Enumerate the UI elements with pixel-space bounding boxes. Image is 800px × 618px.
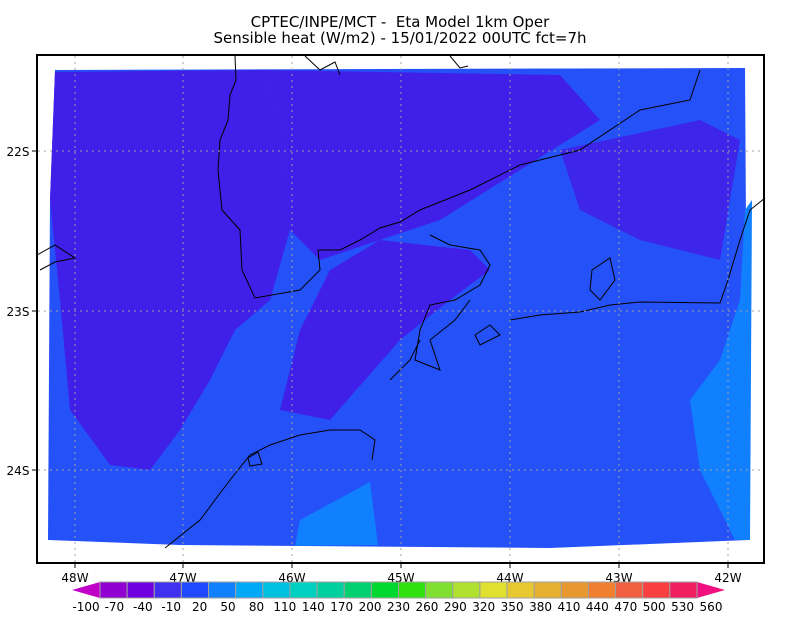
- state-border-2: [414, 234, 491, 371]
- west-coast-fragment: [36, 244, 77, 271]
- colorbar-box: [642, 581, 671, 599]
- colorbar-label: 350: [501, 600, 524, 614]
- bay: [474, 324, 501, 346]
- colorbar-label: 230: [387, 600, 410, 614]
- colorbar-label: -40: [133, 600, 153, 614]
- colorbar-label: 290: [444, 600, 467, 614]
- coastline: [164, 197, 766, 549]
- purple-region-coast: [280, 240, 490, 420]
- colorbar-label: 200: [359, 600, 382, 614]
- colorbar-box: [180, 581, 210, 599]
- colorbar-label: 320: [472, 600, 495, 614]
- colorbar-label: 260: [415, 600, 438, 614]
- colorbar-label: 410: [558, 600, 581, 614]
- colorbar-label: 140: [302, 600, 325, 614]
- colorbar-label: 380: [529, 600, 552, 614]
- colorbar-label: 530: [671, 600, 694, 614]
- colorbar-box: [208, 581, 237, 599]
- colorbar-box: [615, 581, 644, 599]
- field-layer: [48, 68, 752, 548]
- colorbar-box: [153, 581, 182, 599]
- coastline-borders: [36, 55, 766, 549]
- colorbar-box: [425, 581, 454, 599]
- colorbar: -100 -70 -40 -10 20 50 80 110 140 170 200 230 260 290…: [72, 581, 725, 614]
- colorbar-box: [370, 581, 400, 599]
- colorbar-label: 50: [220, 600, 235, 614]
- colorbar-label: -100: [72, 600, 99, 614]
- colorbar-label: -10: [161, 600, 181, 614]
- colorbar-label: 80: [249, 600, 264, 614]
- gridlines: [38, 56, 763, 562]
- colorbar-box: [398, 581, 427, 599]
- north-fragments: [304, 55, 469, 76]
- colorbar-box: [669, 581, 698, 599]
- colorbar-label: 170: [330, 600, 353, 614]
- colorbar-label: 470: [614, 600, 637, 614]
- colorbar-box: [289, 581, 318, 599]
- island: [247, 451, 263, 467]
- colorbar-box: [479, 581, 508, 599]
- lightblue-region-east: [690, 200, 752, 540]
- latitude-labels: 22S 23S 24S: [7, 145, 37, 478]
- colorbar-box: [262, 581, 291, 599]
- lagoon: [589, 257, 616, 301]
- lightblue-region-south: [295, 482, 378, 546]
- purple-region-north: [262, 70, 600, 260]
- colorbar-label: 440: [586, 600, 609, 614]
- colorbar-box: [533, 581, 562, 599]
- colorbar-box: [99, 581, 128, 599]
- lat-label: 22S: [7, 145, 30, 159]
- colorbar-low-triangle: [72, 582, 100, 598]
- colorbar-label: 20: [192, 600, 207, 614]
- colorbar-box: [452, 581, 481, 599]
- colorbar-box: [316, 581, 345, 599]
- colorbar-label: 560: [700, 600, 723, 614]
- colorbar-label: -70: [105, 600, 125, 614]
- colorbar-box: [506, 581, 535, 599]
- title-line-1: CPTEC/INPE/MCT - Eta Model 1km Oper: [250, 13, 550, 31]
- lon-label: 42W: [714, 571, 741, 585]
- colorbar-label: 500: [643, 600, 666, 614]
- purple-region-northwest: [50, 70, 290, 470]
- lon-label: 48W: [61, 571, 88, 585]
- colorbar-high-triangle: [697, 582, 725, 598]
- colorbar-box: [343, 581, 372, 599]
- colorbar-box: [560, 581, 589, 599]
- colorbar-box: [587, 581, 617, 599]
- lat-label: 24S: [7, 464, 30, 478]
- colorbar-box: [126, 581, 155, 599]
- lat-label: 23S: [7, 305, 30, 319]
- purple-region-east: [560, 120, 740, 260]
- title-line-2: Sensible heat (W/m2) - 15/01/2022 00UTC …: [213, 29, 587, 47]
- colorbar-box: [235, 581, 264, 599]
- colorbar-label: 110: [273, 600, 296, 614]
- state-border: [217, 55, 701, 299]
